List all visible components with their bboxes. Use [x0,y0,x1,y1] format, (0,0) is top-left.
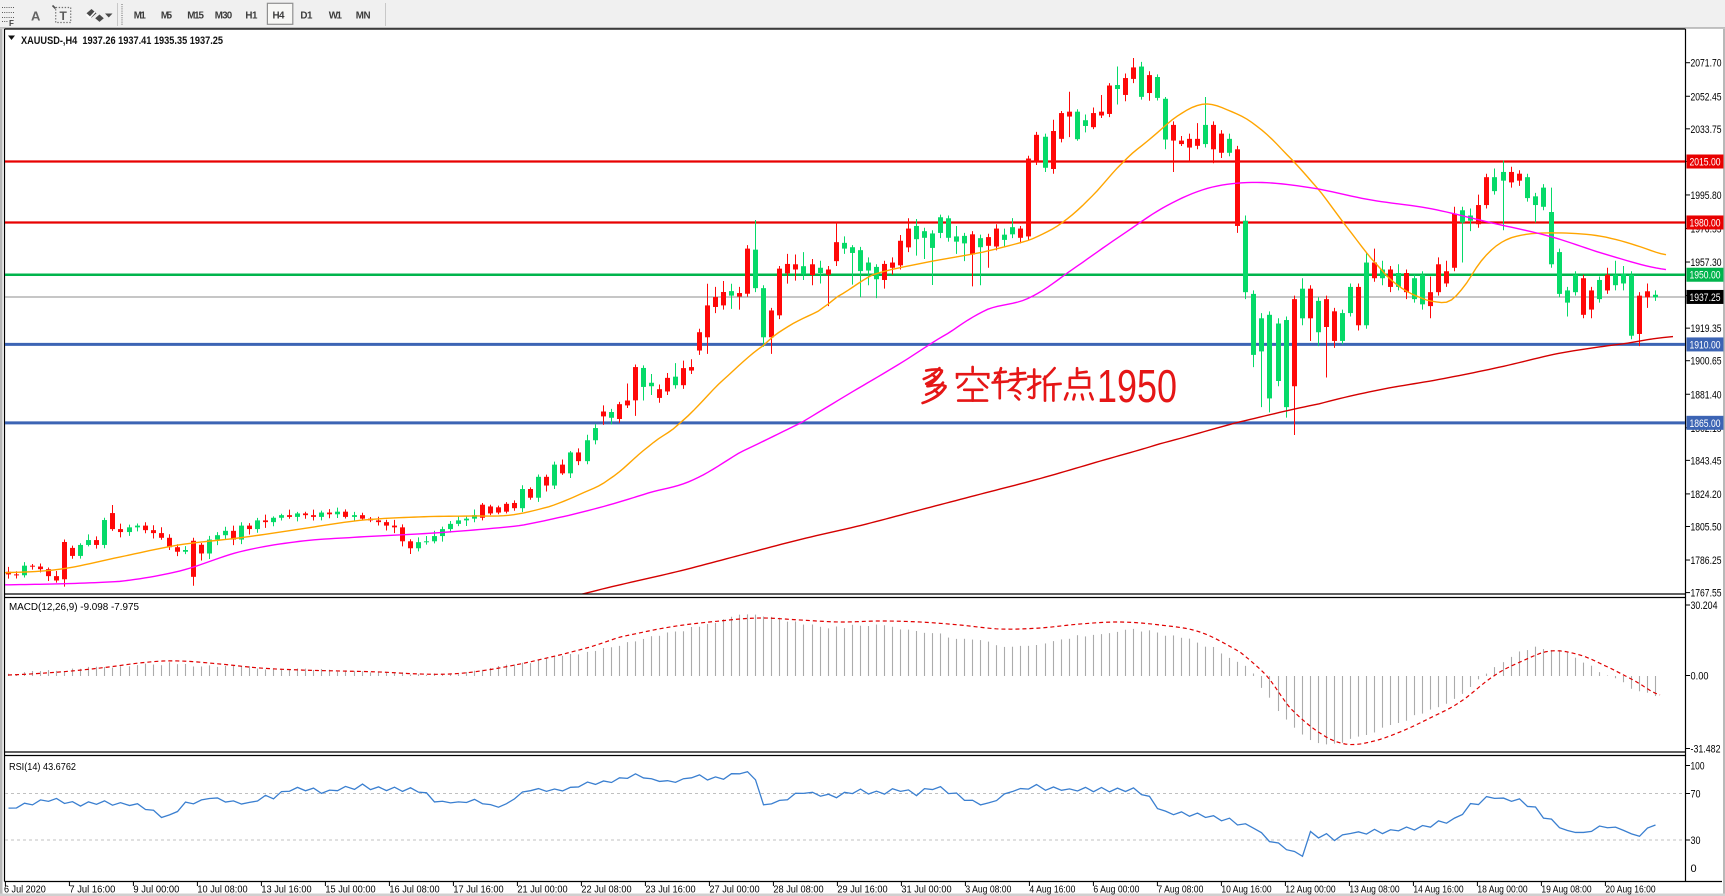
svg-text:1980.00: 1980.00 [1690,217,1721,229]
svg-text:22 Jul 08:00: 22 Jul 08:00 [581,884,632,895]
svg-text:1957.30: 1957.30 [1691,257,1722,269]
svg-text:1843.45: 1843.45 [1691,455,1722,467]
svg-text:1950: 1950 [1097,360,1177,412]
svg-text:70: 70 [1691,789,1701,801]
svg-text:10 Aug 16:00: 10 Aug 16:00 [1221,884,1272,895]
svg-text:100: 100 [1691,761,1705,773]
svg-text:F: F [9,19,14,28]
svg-text:17 Jul 16:00: 17 Jul 16:00 [453,884,504,895]
svg-text:7 Aug 08:00: 7 Aug 08:00 [1157,884,1203,895]
svg-text:19 Aug 08:00: 19 Aug 08:00 [1541,884,1592,895]
svg-text:30: 30 [1691,835,1701,847]
svg-text:2071.70: 2071.70 [1691,58,1722,70]
svg-text:M1: M1 [134,11,147,22]
svg-text:9 Jul 00:00: 9 Jul 00:00 [133,884,179,895]
svg-text:M5: M5 [161,11,173,22]
svg-text:1805.50: 1805.50 [1691,521,1722,533]
svg-text:30.204: 30.204 [1691,600,1718,612]
svg-text:1900.65: 1900.65 [1691,356,1722,368]
svg-text:2052.45: 2052.45 [1691,91,1722,103]
svg-text:T: T [60,9,68,23]
svg-text:1824.20: 1824.20 [1691,489,1722,501]
svg-text:13 Aug 08:00: 13 Aug 08:00 [1349,884,1400,895]
svg-text:0.00: 0.00 [1691,671,1709,683]
svg-text:4 Aug 16:00: 4 Aug 16:00 [1029,884,1075,895]
svg-text:M15: M15 [187,11,204,22]
svg-text:18 Aug 00:00: 18 Aug 00:00 [1477,884,1528,895]
svg-text:28 Jul 08:00: 28 Jul 08:00 [773,884,824,895]
svg-text:1865.00: 1865.00 [1690,418,1721,430]
svg-text:16 Jul 08:00: 16 Jul 08:00 [389,884,440,895]
svg-text:M30: M30 [215,11,233,22]
svg-text:15 Jul 00:00: 15 Jul 00:00 [325,884,376,895]
svg-text:2015.00: 2015.00 [1690,157,1721,169]
svg-text:A: A [31,8,41,23]
svg-text:3 Aug 08:00: 3 Aug 08:00 [965,884,1011,895]
svg-text:14 Aug 16:00: 14 Aug 16:00 [1413,884,1464,895]
svg-text:7 Jul 16:00: 7 Jul 16:00 [69,884,115,895]
svg-text:MN: MN [356,11,371,22]
svg-text:31 Jul 00:00: 31 Jul 00:00 [901,884,952,895]
svg-text:1995.80: 1995.80 [1691,190,1722,202]
svg-text:RSI(14) 43.6762: RSI(14) 43.6762 [9,761,76,773]
svg-text:29 Jul 16:00: 29 Jul 16:00 [837,884,888,895]
svg-text:1950.00: 1950.00 [1690,270,1721,282]
svg-text:1937.25: 1937.25 [1690,292,1721,304]
svg-text:1910.00: 1910.00 [1690,339,1721,351]
svg-text:27 Jul 00:00: 27 Jul 00:00 [709,884,760,895]
svg-text:1881.40: 1881.40 [1691,389,1722,401]
svg-text:10 Jul 08:00: 10 Jul 08:00 [197,884,248,895]
svg-text:1919.35: 1919.35 [1691,323,1722,335]
svg-text:1767.55: 1767.55 [1691,588,1722,600]
svg-text:0: 0 [1691,863,1697,875]
svg-text:6 Aug 00:00: 6 Aug 00:00 [1093,884,1139,895]
svg-text:23 Jul 16:00: 23 Jul 16:00 [645,884,696,895]
svg-text:XAUUSD-,H4 1937.26 1937.41 19: XAUUSD-,H4 1937.26 1937.41 1935.35 1937.… [21,35,223,47]
svg-text:6 Jul 2020: 6 Jul 2020 [4,884,46,895]
svg-text:-31.482: -31.482 [1691,744,1721,756]
svg-text:D1: D1 [300,11,313,22]
svg-text:H4: H4 [273,11,286,22]
svg-text:W1: W1 [329,11,343,22]
svg-text:12 Aug 00:00: 12 Aug 00:00 [1285,884,1336,895]
svg-text:MACD(12,26,9) -9.098 -7.975: MACD(12,26,9) -9.098 -7.975 [9,601,139,613]
svg-text:1786.25: 1786.25 [1691,555,1722,567]
svg-text:H1: H1 [245,11,258,22]
svg-text:20 Aug 16:00: 20 Aug 16:00 [1605,884,1656,895]
svg-text:2033.75: 2033.75 [1691,124,1722,136]
svg-text:21 Jul 00:00: 21 Jul 00:00 [517,884,568,895]
svg-text:13 Jul 16:00: 13 Jul 16:00 [261,884,312,895]
